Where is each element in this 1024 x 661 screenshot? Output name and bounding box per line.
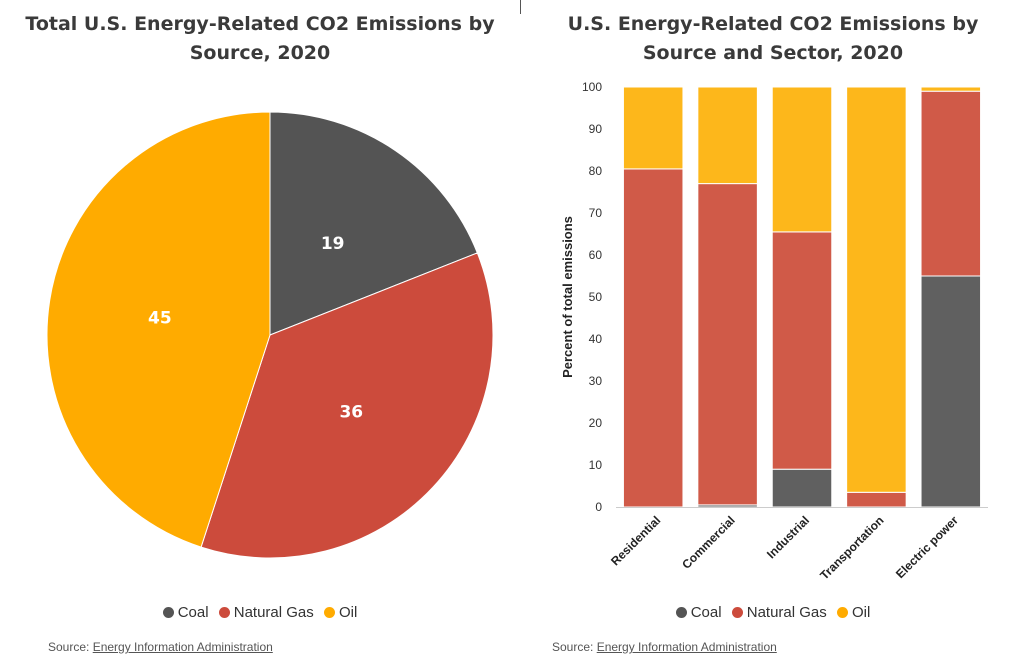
source-link[interactable]: Energy Information Administration	[92, 640, 273, 654]
y-tick-label: 60	[589, 248, 603, 262]
legend-swatch-oil	[836, 607, 848, 618]
legend-label: Coal	[690, 604, 722, 621]
pie-data-label: 19	[321, 234, 345, 254]
pie-chart-title: Total U.S. Energy-Related CO2 Emissions …	[25, 13, 495, 64]
bar-segment-oil[interactable]	[622, 86, 684, 170]
legend-swatch-coal	[675, 607, 687, 618]
y-tick-label: 70	[589, 206, 603, 220]
x-tick-label: Commercial	[679, 513, 737, 571]
y-tick-label: 20	[589, 416, 603, 430]
y-tick-label: 40	[589, 332, 603, 346]
pie-data-label: 36	[339, 402, 363, 422]
pie-slice-coal[interactable]	[269, 111, 478, 336]
legend-item-oil[interactable]: Oil	[836, 604, 871, 621]
y-tick-label: 100	[582, 80, 602, 94]
legend-swatch-natural-gas	[731, 607, 743, 618]
bar-segment-coal[interactable]	[920, 275, 982, 508]
bar-segment-natural-gas[interactable]	[622, 168, 684, 508]
pie-legend: Coal Natural Gas Oil	[0, 604, 520, 622]
y-tick-label: 30	[589, 374, 603, 388]
legend-label: Natural Gas	[746, 604, 827, 621]
legend-item-oil[interactable]: Oil	[323, 604, 358, 621]
bar-segment-natural-gas[interactable]	[697, 183, 758, 506]
bar-chart-panel: U.S. Energy-Related CO2 Emissions by Sou…	[522, 0, 1024, 661]
pie-chart: 19 36 45	[46, 111, 494, 559]
y-tick-label: 0	[595, 500, 602, 514]
y-tick-label: 50	[589, 290, 603, 304]
legend-label: Oil	[851, 604, 871, 621]
bar-segment-coal[interactable]	[771, 468, 833, 508]
legend-item-natural-gas[interactable]: Natural Gas	[218, 604, 314, 621]
pie-source-note: Source: Energy Information Administratio…	[48, 640, 273, 654]
y-tick-label: 90	[589, 122, 603, 136]
source-link[interactable]: Energy Information Administration	[596, 640, 777, 654]
pie-slice-natural-gas[interactable]	[200, 252, 494, 559]
bar-source-note: Source: Energy Information Administratio…	[552, 640, 777, 654]
x-tick-label: Transportation	[817, 513, 886, 582]
source-prefix: Source:	[552, 640, 597, 654]
legend-swatch-natural-gas	[218, 607, 230, 618]
bar-chart-title: U.S. Energy-Related CO2 Emissions by Sou…	[567, 13, 979, 64]
pie-chart-panel: Total U.S. Energy-Related CO2 Emissions …	[0, 13, 520, 654]
bar-segment-natural-gas[interactable]	[920, 90, 982, 277]
legend-item-natural-gas[interactable]: Natural Gas	[731, 604, 827, 621]
x-tick-label: Residential	[608, 513, 663, 568]
legend-label: Oil	[338, 604, 358, 621]
x-tick-label: Electric power	[893, 513, 961, 581]
bar-legend: Coal Natural Gas Oil	[522, 604, 1024, 622]
y-tick-label: 10	[589, 458, 603, 472]
legend-label: Natural Gas	[233, 604, 314, 621]
y-axis-label: Percent of total emissions	[560, 216, 575, 378]
bar-segment-oil[interactable]	[920, 86, 982, 92]
bar-segment-oil[interactable]	[771, 86, 833, 233]
pie-slice-oil[interactable]	[46, 111, 271, 548]
bar-segment-oil[interactable]	[846, 86, 907, 493]
legend-swatch-coal	[162, 607, 174, 618]
bar-segment-oil[interactable]	[697, 86, 758, 185]
bar-segment-natural-gas[interactable]	[846, 491, 907, 508]
legend-swatch-oil	[323, 607, 335, 618]
stacked-bar-chart: 0 10 20 30 40 50 60 70 80 90 100 Percent of total e…	[560, 80, 988, 583]
x-tick-label: Industrial	[764, 513, 812, 561]
bar-segment-natural-gas[interactable]	[771, 231, 833, 470]
source-prefix: Source:	[48, 640, 93, 654]
y-tick-label: 80	[589, 164, 603, 178]
legend-label: Coal	[177, 604, 209, 621]
legend-item-coal[interactable]: Coal	[675, 604, 722, 621]
pie-data-label: 45	[148, 309, 172, 329]
divider-line	[520, 0, 521, 14]
legend-item-coal[interactable]: Coal	[162, 604, 209, 621]
